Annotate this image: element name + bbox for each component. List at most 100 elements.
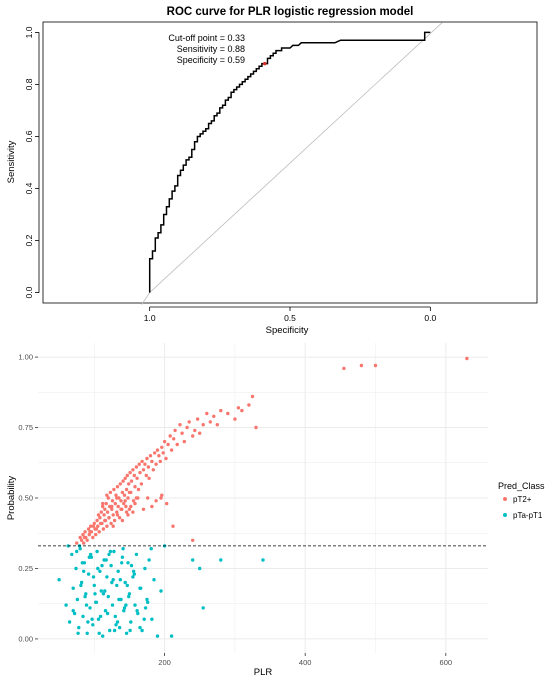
roc-cutoff-annotation: Cut-off point = 0.33 Sensitivity = 0.88 … — [168, 33, 245, 65]
point-pta-pt1 — [104, 558, 108, 562]
point-pt2 — [141, 507, 146, 511]
point-pt2 — [117, 516, 122, 520]
point-pt2 — [106, 496, 111, 500]
point-pta-pt1 — [129, 563, 134, 568]
point-pt2 — [129, 504, 133, 509]
point-pta-pt1 — [159, 589, 163, 593]
roc-curve-line — [148, 31, 431, 293]
point-pta-pt1 — [120, 555, 125, 559]
point-pt2 — [131, 499, 136, 503]
point-pt2 — [101, 504, 105, 509]
point-pta-pt1 — [96, 617, 101, 621]
point-pt2 — [164, 456, 168, 461]
point-pta-pt1 — [106, 594, 111, 599]
point-pt2 — [150, 504, 154, 509]
roc-curve-series — [148, 31, 431, 293]
roc-annotation-sensitivity: Sensitivity = 0.88 — [177, 44, 245, 54]
point-pta-pt1 — [125, 583, 129, 588]
point-pta-pt1 — [198, 566, 202, 571]
point-pt2 — [110, 499, 115, 503]
point-pt2 — [92, 521, 97, 526]
point-pt2 — [135, 476, 139, 480]
point-pta-pt1 — [152, 578, 156, 582]
point-pta-pt1 — [115, 583, 119, 588]
point-pt2 — [113, 501, 118, 506]
point-pt2 — [139, 482, 144, 486]
point-pt2 — [133, 501, 137, 506]
point-pta-pt1 — [76, 631, 80, 635]
point-pt2 — [78, 535, 82, 540]
point-pt2 — [94, 527, 99, 531]
point-pta-pt1 — [96, 566, 100, 571]
point-pt2 — [111, 524, 115, 528]
point-pt2 — [98, 516, 102, 520]
point-pta-pt1 — [79, 583, 83, 588]
point-pt2 — [342, 366, 346, 371]
point-pt2 — [191, 434, 195, 438]
legend-label-pt2: pT2+ — [513, 495, 532, 504]
point-pt2 — [143, 462, 147, 466]
point-pt2 — [215, 423, 219, 427]
point-pt2 — [219, 408, 223, 413]
point-pt2 — [132, 473, 136, 478]
point-pta-pt1 — [86, 572, 91, 576]
point-pt2 — [124, 487, 129, 492]
point-pt2 — [95, 518, 99, 523]
point-pta-pt1 — [77, 625, 81, 630]
scatter-y-tick-label: 0.75 — [18, 423, 33, 432]
point-pta-pt1 — [143, 606, 148, 610]
point-pt2 — [105, 510, 110, 514]
point-pta-pt1 — [147, 558, 151, 562]
point-pt2 — [134, 465, 139, 469]
point-pt2 — [166, 442, 170, 447]
point-pta-pt1 — [117, 625, 122, 630]
point-pta-pt1 — [136, 611, 140, 616]
point-pta-pt1 — [99, 589, 104, 593]
point-pt2 — [169, 448, 174, 452]
point-pt2 — [140, 459, 144, 464]
point-pta-pt1 — [149, 547, 153, 551]
point-pt2 — [83, 530, 87, 534]
point-pt2 — [82, 535, 87, 540]
roc-y-tick-label: 0.0 — [24, 286, 34, 298]
point-pt2 — [133, 485, 137, 489]
point-pta-pt1 — [126, 561, 130, 565]
point-pt2 — [150, 459, 154, 464]
roc-plot-frame — [42, 21, 538, 304]
point-pt2 — [103, 507, 107, 511]
point-pta-pt1 — [139, 586, 143, 590]
point-pt2 — [153, 451, 157, 455]
point-pt2 — [123, 476, 127, 480]
point-pt2 — [168, 434, 172, 438]
point-pt2 — [173, 428, 177, 433]
point-pta-pt1 — [89, 552, 93, 557]
point-pt2 — [157, 454, 161, 458]
point-pt2 — [191, 538, 195, 542]
point-pt2 — [115, 485, 120, 489]
scatter-x-tick-label: 200 — [158, 658, 171, 667]
point-pt2 — [205, 411, 209, 416]
point-pta-pt1 — [75, 597, 80, 602]
point-pta-pt1 — [82, 569, 86, 573]
scatter-x-tick-label: 400 — [299, 658, 312, 667]
point-pta-pt1 — [91, 623, 95, 627]
point-pta-pt1 — [134, 552, 139, 557]
point-pta-pt1 — [64, 603, 68, 607]
point-pt2 — [110, 504, 114, 509]
point-pt2 — [193, 428, 197, 433]
point-pt2 — [127, 490, 132, 495]
point-pt2 — [129, 479, 134, 483]
point-pt2 — [96, 524, 100, 528]
roc-diagonal-line-extension — [141, 292, 150, 305]
point-pt2 — [160, 493, 164, 497]
point-pt2 — [127, 482, 131, 486]
point-pt2 — [178, 423, 182, 427]
point-pta-pt1 — [101, 592, 106, 596]
roc-x-tick-label: 0.5 — [284, 313, 296, 323]
point-pt2 — [154, 462, 158, 466]
point-pt2 — [171, 524, 175, 528]
point-pt2 — [79, 538, 84, 542]
point-pt2 — [125, 473, 129, 478]
scatter-y-axis: 0.00 0.25 0.50 0.75 1.00 — [18, 353, 38, 643]
point-pta-pt1 — [169, 634, 174, 638]
